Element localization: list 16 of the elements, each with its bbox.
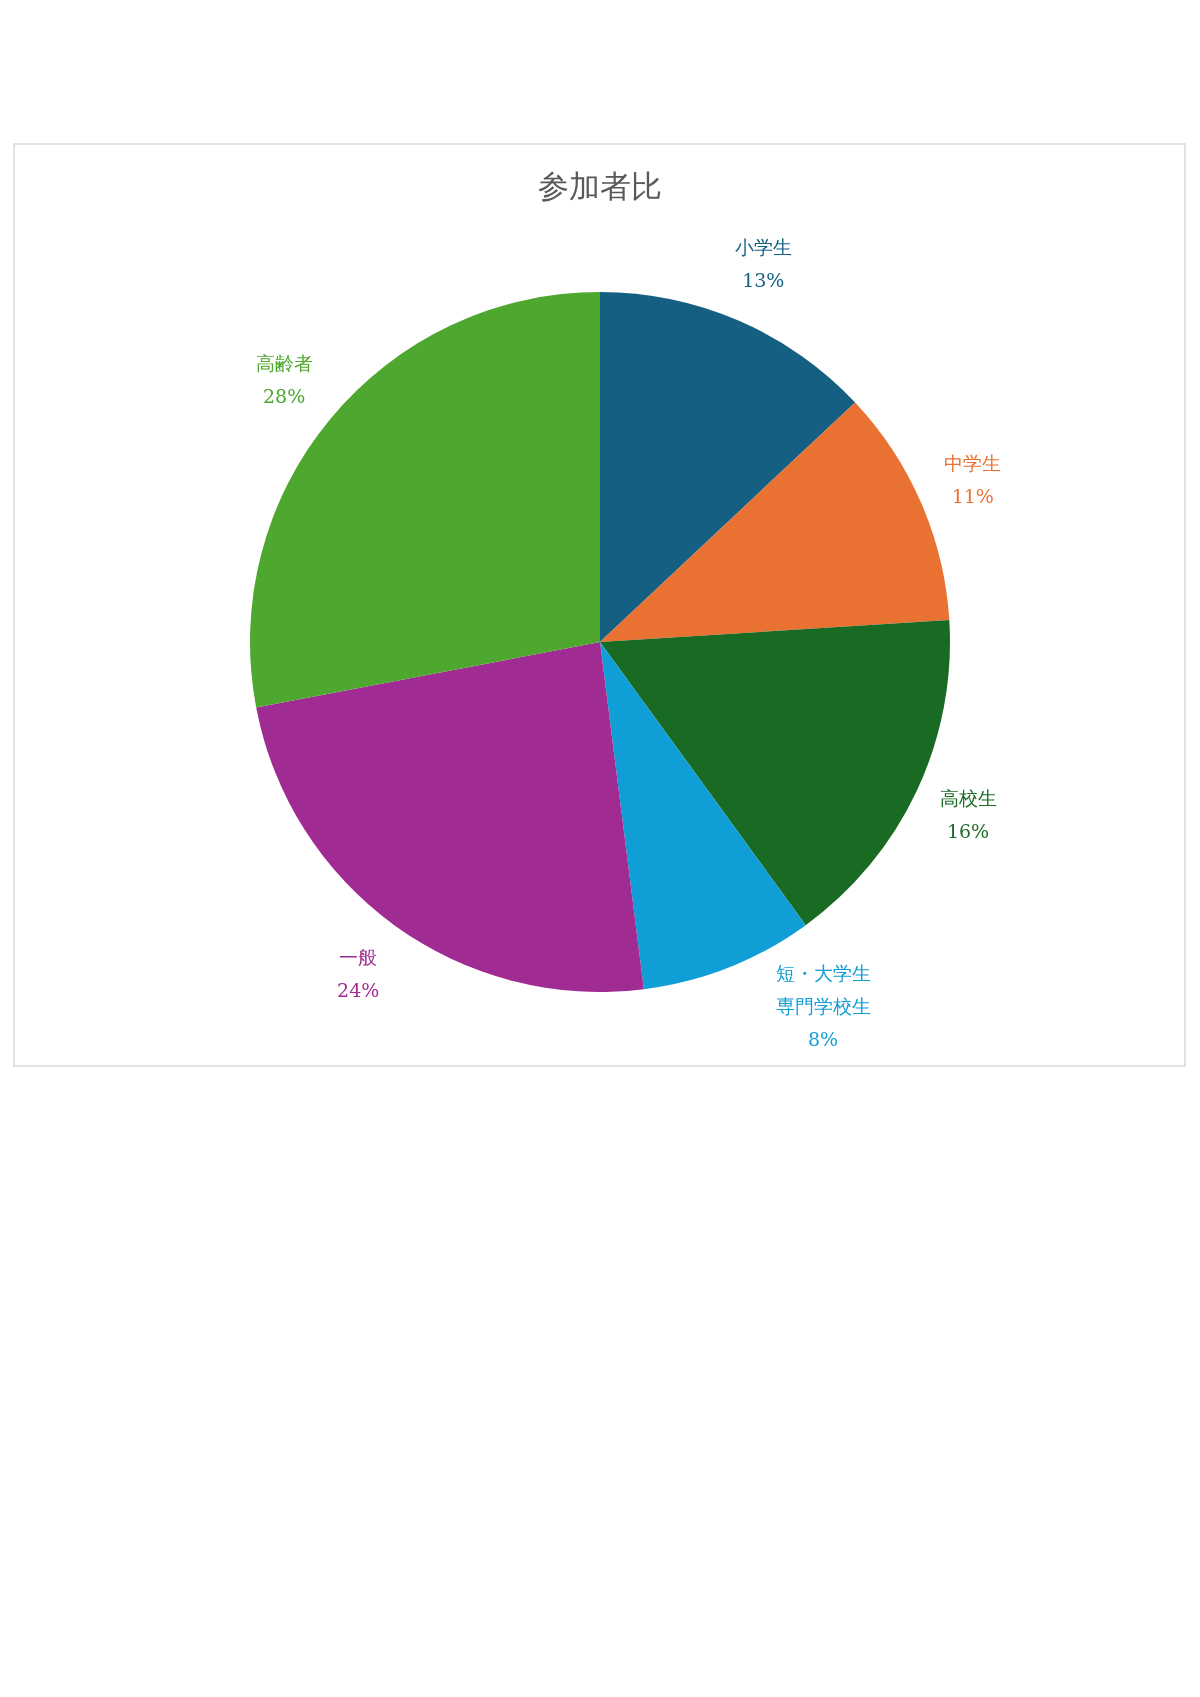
data-label: 13% [742,269,785,292]
chart-title: 参加者比 [537,168,662,204]
data-label: 11% [951,485,994,508]
slice-label: 一般 [339,946,378,969]
pie-slice [600,292,856,642]
slice-label: 中学生 [944,452,1002,475]
slice-label: 高校生 [939,786,997,809]
data-label: 16% [946,819,990,842]
data-label: 8% [807,1027,839,1050]
slice-label: 小学生 [734,236,792,259]
pie-slice [250,292,600,708]
slice-label: 高齢者 [255,352,313,375]
data-label: 24% [337,979,380,1002]
data-label: 28% [262,385,306,408]
pie-slice [600,642,806,990]
slice-label: 短・大学生専門学校生 [775,961,871,1017]
